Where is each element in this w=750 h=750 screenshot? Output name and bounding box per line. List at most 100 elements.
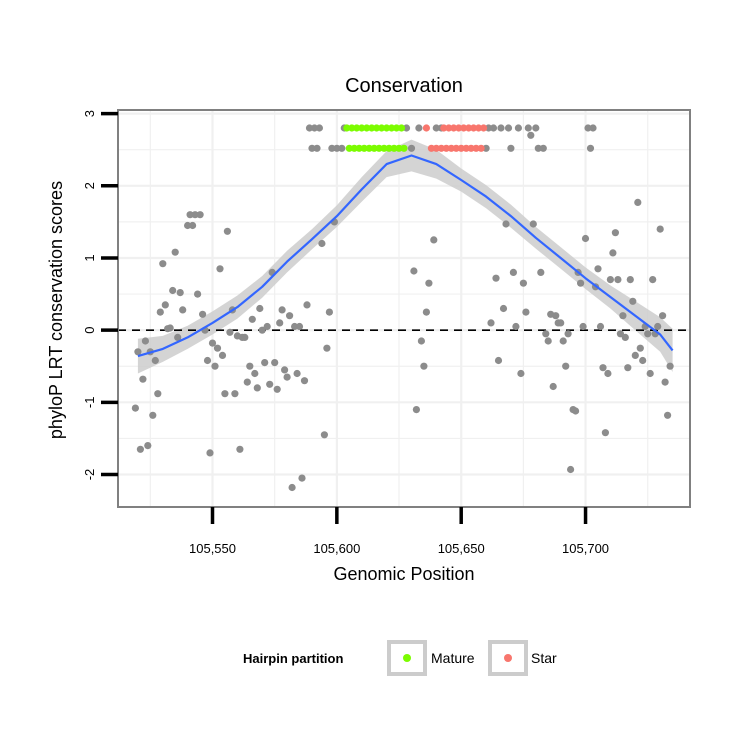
data-point-other (315, 124, 323, 132)
y-tick-label: 3 (82, 110, 97, 117)
data-point-other (656, 225, 664, 233)
data-point-other (519, 279, 528, 287)
data-point-other (415, 124, 423, 132)
data-point-other (629, 297, 637, 305)
data-point-other (425, 279, 433, 287)
data-point-other (522, 308, 530, 316)
data-point-star (455, 124, 463, 132)
data-point-other (497, 124, 505, 132)
data-point-other (649, 276, 657, 284)
data-point-mature (375, 144, 383, 152)
data-point-other (134, 348, 142, 356)
data-point-other (430, 236, 438, 244)
data-point-other (293, 369, 301, 378)
data-point-other (271, 359, 279, 367)
data-point-other (203, 356, 212, 365)
data-point-other (139, 375, 147, 383)
data-point-other (261, 359, 269, 367)
y-tick-label: 2 (82, 182, 97, 189)
confidence-band (137, 139, 673, 374)
x-tick-label: 105,550 (189, 541, 236, 556)
data-point-mature (363, 124, 371, 132)
data-point-other (216, 265, 224, 273)
data-point-mature (392, 124, 401, 132)
data-point-other (199, 310, 207, 318)
y-tick-label: -2 (82, 469, 97, 481)
data-point-other (611, 229, 620, 237)
data-point-other (320, 431, 328, 439)
data-point-other (273, 385, 281, 393)
data-point-other (422, 308, 430, 316)
data-point-mature (345, 144, 353, 152)
data-point-other (303, 301, 311, 309)
data-point-other (559, 337, 567, 345)
data-point-other (654, 322, 662, 331)
data-point-other (305, 124, 314, 132)
data-point-other (542, 330, 550, 338)
data-point-other (236, 445, 244, 453)
data-point-other (179, 306, 187, 314)
data-point-star (437, 144, 445, 152)
legend-title: Hairpin partition (243, 651, 343, 666)
data-point-mature (397, 124, 406, 132)
data-point-other (141, 337, 149, 345)
data-point-other (636, 344, 644, 352)
data-point-other (432, 124, 440, 132)
smooth-curve (137, 154, 674, 358)
data-point-other (151, 356, 159, 365)
data-point-mature (373, 124, 381, 132)
data-point-star (432, 144, 440, 152)
data-point-other (601, 429, 610, 437)
data-point-other (626, 276, 634, 284)
data-point-other (494, 356, 503, 365)
legend-marker-mature (403, 654, 411, 662)
data-point-other (621, 333, 629, 341)
data-point-other (136, 445, 144, 453)
data-point-mature (343, 124, 351, 132)
data-point-mature (400, 144, 408, 152)
legend-label-star: Star (531, 650, 557, 666)
data-point-other (278, 306, 286, 314)
data-point-other (512, 322, 520, 331)
data-point-other (174, 333, 182, 341)
data-point-other (634, 198, 642, 206)
data-points (131, 124, 674, 492)
data-point-other (298, 474, 306, 482)
smooth-line (137, 154, 674, 358)
plot-area (117, 109, 691, 508)
data-point-other (502, 220, 510, 228)
confidence-band-area (137, 139, 673, 374)
data-point-other (562, 362, 570, 370)
data-point-other (131, 404, 139, 412)
data-point-other (258, 326, 266, 334)
data-point-other (589, 124, 597, 132)
data-point-other (417, 337, 425, 345)
data-point-other (338, 144, 346, 152)
data-point-other (631, 351, 639, 359)
data-point-other (514, 124, 523, 132)
data-point-mature (378, 124, 386, 132)
y-tick-label: -1 (82, 397, 97, 409)
data-point-other (659, 312, 667, 320)
data-point-star (450, 124, 458, 132)
data-point-other (557, 319, 565, 327)
data-point-other (606, 276, 615, 284)
data-point-star (442, 144, 450, 152)
data-point-other (639, 356, 647, 365)
data-point-other (412, 406, 420, 414)
data-point-other (221, 390, 229, 398)
data-point-other (624, 364, 632, 372)
data-point-other (186, 211, 194, 219)
data-point-other (532, 124, 540, 132)
data-point-other (156, 308, 164, 316)
data-point-other (253, 384, 261, 392)
data-point-mature (383, 124, 391, 132)
data-point-other (191, 211, 199, 219)
data-point-other (567, 465, 575, 474)
data-point-other (300, 377, 309, 385)
data-point-other (144, 442, 152, 450)
data-point-other (295, 322, 304, 331)
y-tick-label: 0 (82, 327, 97, 334)
data-point-other (213, 344, 222, 352)
data-point-other (527, 131, 535, 139)
